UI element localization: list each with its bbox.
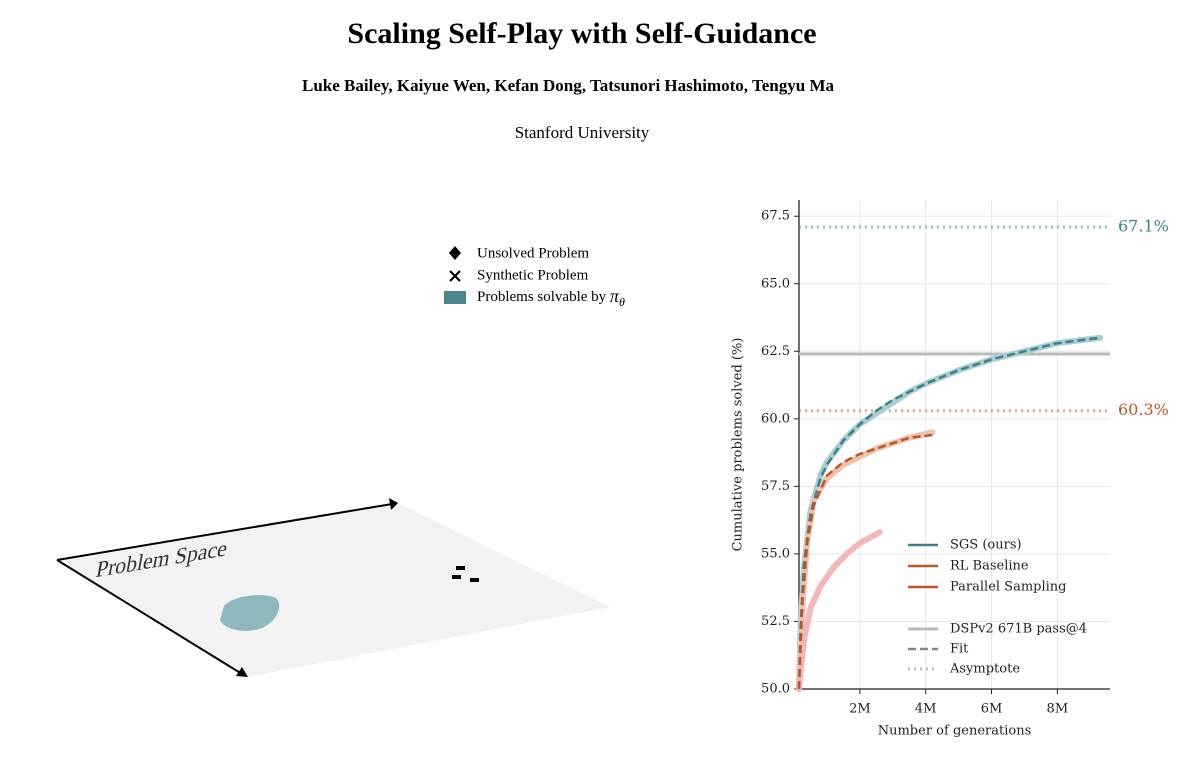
asymptote-label: 60.3% (1118, 400, 1169, 419)
authors: Luke Bailey, Kaiyue Wen, Kefan Dong, Tat… (302, 76, 834, 95)
axis-arrow (56, 559, 243, 675)
y-tick-label: 67.5 (761, 209, 790, 224)
paper-title: Scaling Self-Play with Self-Guidance (347, 17, 816, 50)
arrow-head (389, 498, 398, 510)
legend-label: DSPv2 671B pass@4 (950, 622, 1087, 637)
affiliation: Stanford University (515, 123, 650, 142)
diamond-icon (449, 246, 461, 260)
fit-line (797, 433, 933, 690)
legend-text: Problems solvable by (477, 289, 607, 305)
asymptote-label: 67.1% (1118, 217, 1169, 236)
y-axis-title: Cumulative problems solved (%) (731, 338, 746, 552)
problem-mark (456, 566, 465, 570)
legend-label: Fit (950, 642, 969, 657)
arrow-head (236, 667, 248, 677)
y-tick-label: 52.5 (761, 614, 790, 629)
axis-arrow (56, 503, 393, 561)
y-tick-label: 62.5 (761, 344, 790, 359)
problem-mark (470, 578, 479, 582)
theta-subscript: θ (619, 295, 625, 309)
legend-label: Asymptote (949, 662, 1020, 677)
raw-line (796, 429, 936, 692)
diagram: Problem Space Unsolved Problem Synthetic… (56, 245, 625, 677)
legend-label: RL Baseline (950, 559, 1029, 574)
legend-label: SGS (ours) (950, 538, 1022, 553)
x-tick-label: 4M (915, 702, 937, 717)
y-tick-label: 55.0 (761, 546, 790, 561)
x-axis-title: Number of generations (878, 724, 1032, 739)
legend-label: Parallel Sampling (950, 580, 1067, 595)
x-tick-label: 2M (849, 702, 871, 717)
raw-line (796, 529, 883, 692)
y-tick-label: 50.0 (761, 682, 790, 697)
y-tick-label: 57.5 (761, 479, 790, 494)
y-tick-label: 60.0 (761, 411, 790, 426)
chart: 50.0 52.5 55.0 57.5 60.0 62.5 65.0 67.5 2M 4M 6M 8M… (731, 200, 1169, 739)
problem-plane (57, 503, 610, 677)
problem-mark (452, 575, 461, 579)
legend-label: Unsolved Problem (477, 245, 589, 261)
legend-label: Problems solvable by πθ (477, 286, 625, 309)
solvable-region (220, 595, 280, 631)
y-tick-label: 65.0 (761, 276, 790, 291)
pi-symbol: π (610, 286, 620, 306)
cross-icon (449, 270, 461, 282)
x-tick-label: 6M (981, 702, 1003, 717)
x-tick-label: 8M (1047, 702, 1069, 717)
legend-label: Synthetic Problem (477, 267, 589, 283)
region-icon (444, 291, 466, 304)
